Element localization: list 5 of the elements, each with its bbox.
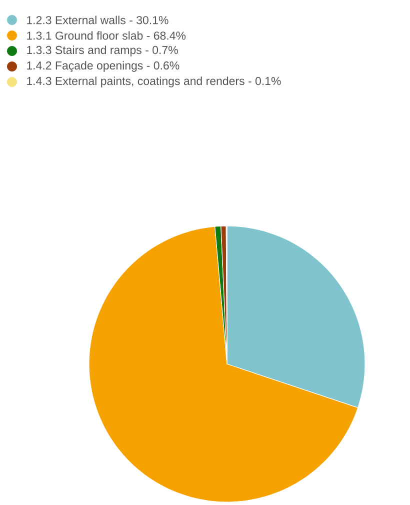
legend-label: 1.2.3 External walls - 30.1%	[27, 16, 168, 24]
legend-label: 1.3.1 Ground floor slab - 68.4%	[27, 31, 186, 40]
legend-label: 1.4.3 External paints, coatings and renders - 0.1%	[27, 76, 281, 88]
legend-label: 1.3.3 Stairs and ramps - 0.7%	[27, 46, 178, 56]
legend-label: 1.4.2 Façade openings - 0.6%	[27, 61, 180, 72]
